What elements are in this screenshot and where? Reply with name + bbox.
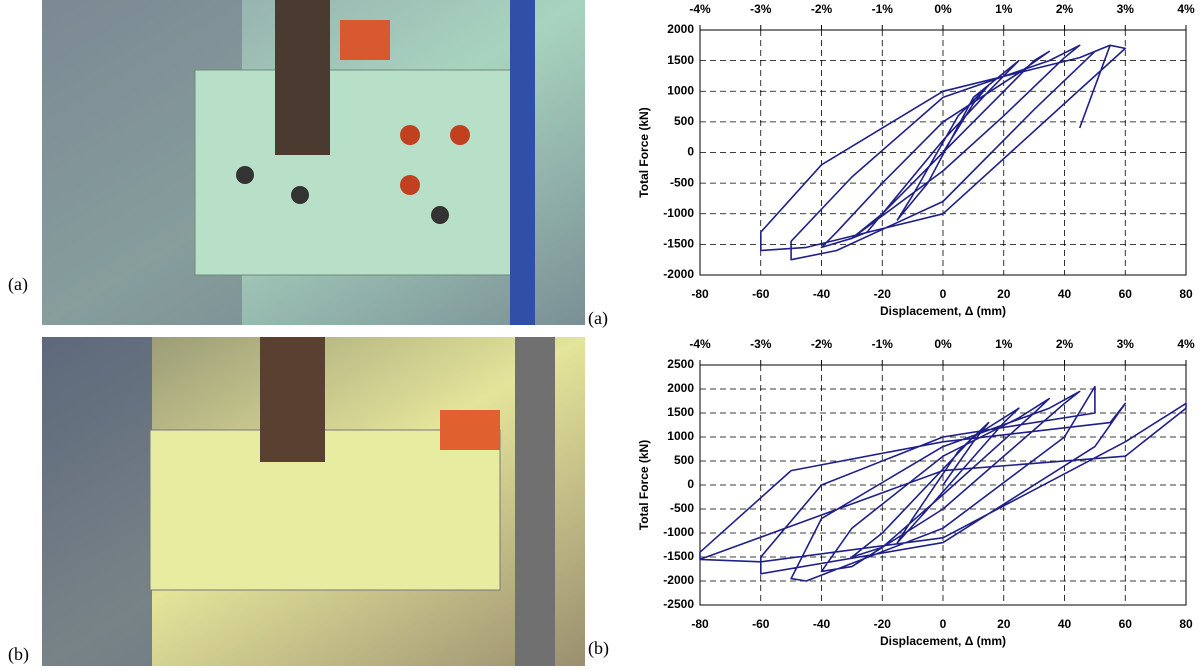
y-tick-label: 1000 (667, 83, 694, 97)
x2-tick-label: -1% (872, 337, 894, 351)
x2-tick-label: 4% (1177, 2, 1195, 16)
x2-tick-label: -3% (750, 337, 772, 351)
x-tick-label: 60 (1119, 287, 1133, 301)
x2-tick-label: 1% (995, 2, 1013, 16)
y-tick-label: -2000 (663, 267, 694, 281)
y-tick-label: 0 (687, 145, 694, 159)
y-tick-label: -500 (670, 175, 694, 189)
x-tick-label: -20 (874, 287, 892, 301)
hysteresis-line (699, 385, 1187, 582)
x-tick-label: 60 (1119, 617, 1133, 631)
x-tick-label: 0 (940, 287, 947, 301)
x2-tick-label: 1% (995, 337, 1013, 351)
x-tick-label: 20 (997, 287, 1011, 301)
x2-tick-label: -2% (811, 337, 833, 351)
x2-tick-label: 2% (1056, 2, 1074, 16)
y-tick-label: 2000 (667, 381, 694, 395)
y-tick-label: 1000 (667, 429, 694, 443)
x-tick-label: 80 (1179, 287, 1193, 301)
y-tick-label: -500 (670, 501, 694, 515)
y-tick-label: -2500 (663, 597, 694, 611)
x2-tick-label: 3% (1117, 2, 1135, 16)
x2-tick-label: -3% (750, 2, 772, 16)
x-axis-label: Displacement, Δ (mm) (880, 634, 1006, 648)
x2-tick-label: -4% (689, 337, 711, 351)
x-tick-label: -80 (691, 617, 709, 631)
x-axis-label: Displacement, Δ (mm) (880, 304, 1006, 318)
x-tick-label: 40 (1058, 287, 1072, 301)
x2-tick-label: -2% (811, 2, 833, 16)
photo-b (42, 337, 585, 666)
y-tick-label: -2000 (663, 573, 694, 587)
x-tick-label: 0 (940, 617, 947, 631)
y-tick-label: 500 (674, 453, 694, 467)
x2-tick-label: -1% (872, 2, 894, 16)
y-axis-label: Total Force (kN) (637, 107, 651, 197)
photo-a (42, 0, 585, 325)
x2-tick-label: 0% (934, 337, 952, 351)
x-tick-label: 20 (997, 617, 1011, 631)
photo-label: (b) (8, 644, 29, 665)
photo-label: (a) (8, 274, 28, 295)
y-tick-label: 1500 (667, 53, 694, 67)
y-tick-label: 1500 (667, 405, 694, 419)
y-tick-label: -1500 (663, 549, 694, 563)
panel-label: (a) (588, 308, 608, 329)
x-tick-label: 40 (1058, 617, 1072, 631)
y-tick-label: 2500 (667, 357, 694, 371)
y-tick-label: 2000 (667, 22, 694, 36)
x-tick-label: 80 (1179, 617, 1193, 631)
plot-frame (699, 29, 1187, 276)
x-tick-label: -80 (691, 287, 709, 301)
hysteresis-line (760, 44, 1127, 261)
y-tick-label: -1000 (663, 206, 694, 220)
y-tick-label: -1000 (663, 525, 694, 539)
plot-frame (699, 364, 1187, 606)
y-tick-label: 0 (687, 477, 694, 491)
x2-tick-label: 0% (934, 2, 952, 16)
x-tick-label: -60 (752, 287, 770, 301)
x2-tick-label: -4% (689, 2, 711, 16)
y-axis-label: Total Force (kN) (637, 440, 651, 530)
x2-tick-label: 2% (1056, 337, 1074, 351)
x-tick-label: -60 (752, 617, 770, 631)
x-tick-label: -40 (813, 287, 831, 301)
x-tick-label: -40 (813, 617, 831, 631)
x2-tick-label: 3% (1117, 337, 1135, 351)
y-tick-label: 500 (674, 114, 694, 128)
y-tick-label: -1500 (663, 237, 694, 251)
x-tick-label: -20 (874, 617, 892, 631)
x2-tick-label: 4% (1177, 337, 1195, 351)
panel-label: (b) (588, 638, 609, 659)
